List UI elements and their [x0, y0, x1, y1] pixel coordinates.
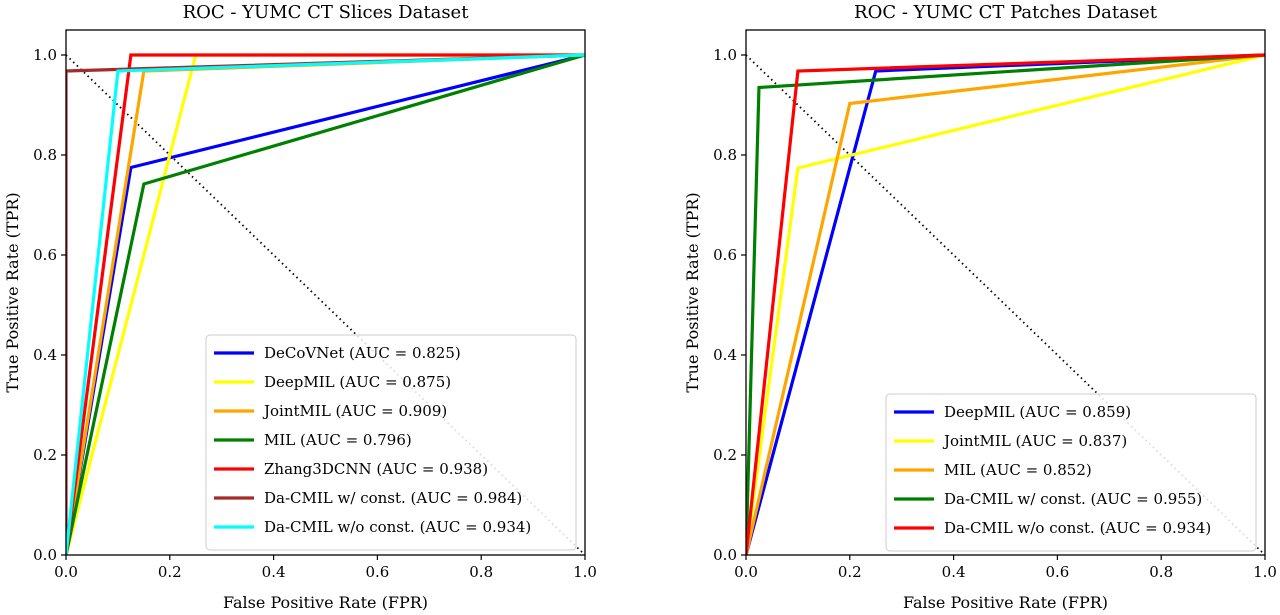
- y-tick-label: 1.0: [713, 46, 737, 64]
- x-tick-label: 0.4: [262, 563, 286, 581]
- legend-label: DeCoVNet (AUC = 0.825): [264, 344, 461, 362]
- chart-title: ROC - YUMC CT Slices Dataset: [183, 2, 470, 23]
- y-tick-label: 0.4: [713, 346, 737, 364]
- series-line-2: [746, 53, 1265, 555]
- legend-label: JointMIL (AUC = 0.909): [262, 402, 447, 420]
- legend-label: DeepMIL (AUC = 0.875): [264, 373, 451, 391]
- y-tick-label: 0.8: [713, 146, 737, 164]
- x-tick-label: 1.0: [573, 563, 597, 581]
- plot-area: [746, 53, 1265, 555]
- x-tick-label: 0.2: [838, 563, 862, 581]
- legend: DeCoVNet (AUC = 0.825) DeepMIL (AUC = 0.8…: [205, 334, 577, 551]
- legend-label: Da-CMIL w/ const. (AUC = 0.984): [264, 489, 522, 507]
- legend-box: [205, 334, 577, 551]
- x-tick-label: 0.8: [1149, 563, 1173, 581]
- y-tick-label: 0.6: [713, 246, 737, 264]
- y-axis-label: True Positive Rate (TPR): [683, 192, 702, 392]
- y-tick-label: 0.0: [713, 546, 737, 564]
- x-tick-label: 0.6: [1045, 563, 1069, 581]
- y-axis-label: True Positive Rate (TPR): [3, 192, 22, 392]
- y-tick-label: 0.2: [33, 446, 57, 464]
- legend-label: MIL (AUC = 0.852): [944, 461, 1092, 479]
- y-tick-label: 0.2: [713, 446, 737, 464]
- series-line-5: [746, 53, 1265, 555]
- y-tick-label: 0.8: [33, 146, 57, 164]
- legend: DeepMIL (AUC = 0.859) JointMIL (AUC = 0.8…: [885, 393, 1257, 552]
- x-tick-label: 0.8: [469, 563, 493, 581]
- y-tick-label: 1.0: [33, 46, 57, 64]
- legend-label: Da-CMIL w/o const. (AUC = 0.934): [264, 518, 531, 536]
- series-line-5: [66, 53, 585, 555]
- x-axis-label: False Positive Rate (FPR): [903, 593, 1108, 612]
- x-tick-label: 0.0: [734, 563, 758, 581]
- legend-label: Zhang3DCNN (AUC = 0.938): [264, 460, 488, 478]
- series-line-3: [746, 53, 1265, 555]
- x-axis-label: False Positive Rate (FPR): [223, 593, 428, 612]
- chart-2: ROC - YUMC CT Patches Dataset 0.0 0.2 0.4 0.…: [683, 2, 1277, 612]
- chart-1: ROC - YUMC CT Slices Dataset 0.0 0.2 0.4 0.6…: [3, 2, 597, 612]
- axes-frame: [745, 29, 1266, 556]
- y-tick-label: 0.4: [33, 346, 57, 364]
- legend-label: JointMIL (AUC = 0.837): [942, 432, 1127, 450]
- y-tick-label: 0.6: [33, 246, 57, 264]
- plot-area: [66, 53, 585, 555]
- legend-label: MIL (AUC = 0.796): [264, 431, 412, 449]
- x-tick-label: 0.0: [54, 563, 78, 581]
- legend-label: Da-CMIL w/ const. (AUC = 0.955): [944, 490, 1202, 508]
- y-tick-label: 0.0: [33, 546, 57, 564]
- x-tick-label: 0.6: [365, 563, 389, 581]
- x-tick-label: 1.0: [1253, 563, 1277, 581]
- axes-frame: [65, 29, 586, 556]
- series-line-7: [66, 53, 585, 555]
- legend-label: Da-CMIL w/o const. (AUC = 0.934): [944, 519, 1211, 537]
- chart-title: ROC - YUMC CT Patches Dataset: [854, 2, 1158, 23]
- legend-box: [885, 393, 1257, 552]
- legend-label: DeepMIL (AUC = 0.859): [944, 403, 1131, 421]
- x-tick-label: 0.4: [942, 563, 966, 581]
- x-tick-label: 0.2: [158, 563, 182, 581]
- series-line-4: [746, 53, 1265, 555]
- series-line-4: [66, 53, 585, 555]
